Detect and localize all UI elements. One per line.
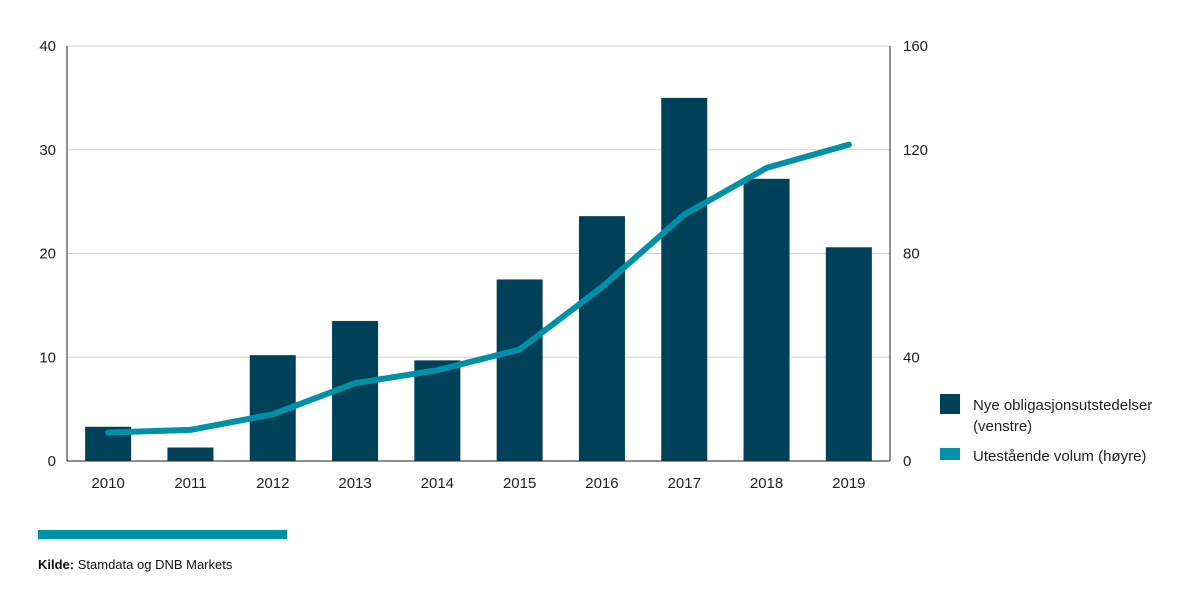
bar-2017	[661, 97, 708, 461]
left-tick-label: 30	[39, 142, 56, 159]
legend-label: (venstre)	[973, 418, 1032, 435]
left-tick-label: 10	[39, 349, 56, 366]
source-note: Kilde: Stamdata og DNB Markets	[38, 557, 232, 572]
right-tick-label: 40	[903, 349, 920, 366]
x-tick-label: 2018	[750, 475, 783, 492]
legend-label: Nye obligasjonsutstedelser	[973, 397, 1152, 414]
left-tick-label: 0	[48, 453, 56, 470]
x-tick-label: 2019	[832, 475, 865, 492]
right-tick-label: 0	[903, 453, 911, 470]
legend-swatch	[940, 448, 960, 460]
bar-2014	[414, 360, 461, 461]
legend: Nye obligasjonsutstedelser (venstre) Utest…	[940, 394, 1152, 465]
line-utestaende-volum	[105, 141, 852, 436]
left-tick-label: 40	[39, 38, 56, 55]
right-tick-label: 160	[903, 38, 928, 55]
axes	[66, 46, 891, 462]
bar-series	[85, 97, 872, 462]
x-tick-label: 2011	[174, 475, 206, 492]
x-tick-label: 2017	[668, 475, 701, 492]
right-axis-ticks: 0 40 80 120 160	[903, 38, 928, 470]
accent-bar	[38, 530, 287, 539]
x-axis-ticks: 2010 2011 2012 2013 2014 2015 2016 2017 2018 2019	[91, 475, 865, 492]
source-text: Stamdata og DNB Markets	[74, 557, 233, 572]
x-tick-label: 2012	[256, 475, 289, 492]
x-tick-label: 2013	[338, 475, 371, 492]
source-label: Kilde:	[38, 557, 75, 572]
right-tick-label: 80	[903, 246, 920, 263]
bar-2011	[167, 447, 214, 461]
x-tick-label: 2014	[421, 475, 454, 492]
x-tick-label: 2015	[503, 475, 536, 492]
left-axis-ticks: 0 10 20 30 40	[39, 38, 56, 470]
right-tick-label: 120	[903, 142, 928, 159]
x-tick-label: 2016	[585, 475, 618, 492]
bar-2016	[578, 216, 625, 461]
bar-2015	[496, 279, 543, 461]
x-tick-label: 2010	[91, 475, 124, 492]
legend-label: Utestående volum (høyre)	[973, 448, 1146, 465]
left-tick-label: 20	[39, 246, 56, 263]
bar-2019	[825, 247, 872, 461]
line-series	[105, 141, 852, 436]
legend-swatch	[940, 394, 960, 414]
bar-2018	[743, 178, 790, 462]
